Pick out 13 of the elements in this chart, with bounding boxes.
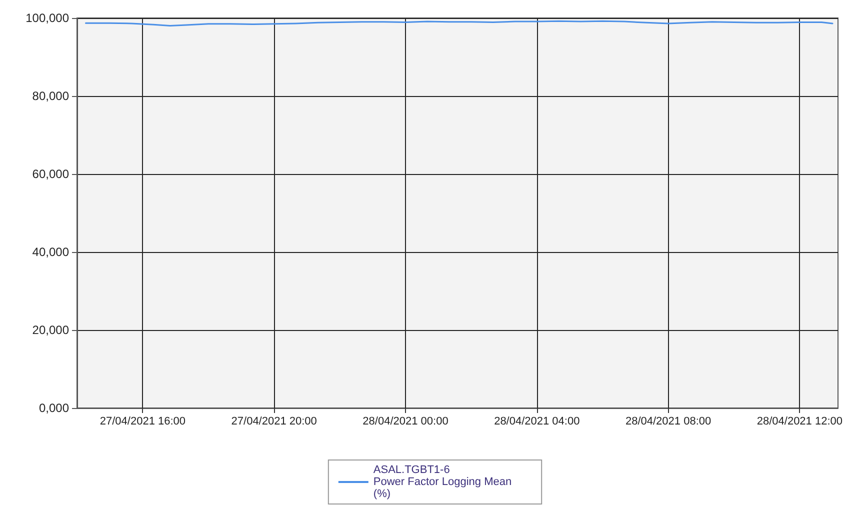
legend-label: ASAL.TGBT1-6 Power Factor Logging Mean (%)	[373, 464, 512, 500]
x-tick-label: 27/04/2021 20:00	[231, 416, 317, 428]
y-tick-label: 60,000	[32, 167, 70, 181]
y-tick-label: 20,000	[32, 323, 70, 337]
x-tick-label: 28/04/2021 00:00	[362, 416, 448, 428]
y-tick-label: 80,000	[32, 89, 70, 103]
y-tick-label: 0,000	[38, 401, 70, 415]
y-tick-label: 100,000	[26, 11, 70, 25]
x-tick-label: 27/04/2021 16:00	[100, 416, 186, 428]
x-tick-label: 28/04/2021 12:00	[756, 416, 842, 428]
x-tick-label: 28/04/2021 08:00	[625, 416, 712, 428]
x-tick-label: 28/04/2021 04:00	[494, 416, 580, 428]
y-tick-label: 40,000	[32, 245, 70, 259]
